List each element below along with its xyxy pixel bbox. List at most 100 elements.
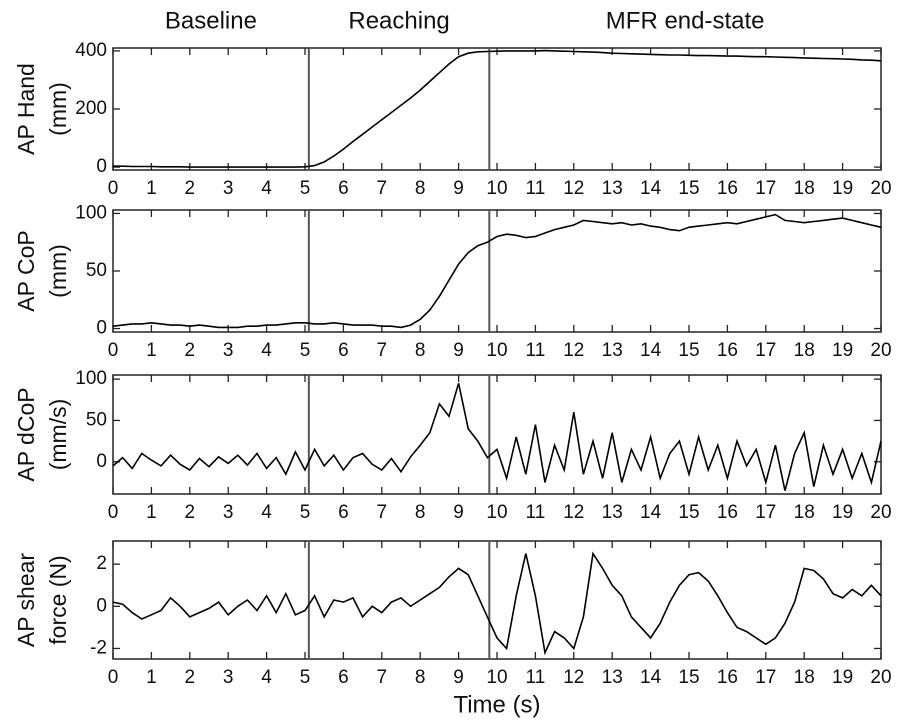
y-tick-label: 100 <box>75 368 107 389</box>
x-tick-label: 16 <box>717 667 738 688</box>
x-tick-label: 4 <box>261 502 272 523</box>
x-tick-label: 9 <box>453 502 464 523</box>
x-tick-label: 6 <box>338 667 349 688</box>
x-axis-label: Time (s) <box>453 691 540 718</box>
x-tick-label: 14 <box>640 667 662 688</box>
x-tick-label: 18 <box>794 502 815 523</box>
y-tick-label: 100 <box>75 202 107 223</box>
x-tick-label: 9 <box>453 340 464 361</box>
x-tick-label: 10 <box>486 340 507 361</box>
y-tick-label: 0 <box>96 318 107 339</box>
x-tick-label: 6 <box>338 340 349 361</box>
x-tick-label: 11 <box>526 340 546 361</box>
x-tick-label: 3 <box>223 178 234 199</box>
x-tick-label: 2 <box>185 502 196 523</box>
plot-frame <box>112 47 882 171</box>
x-tick-label: 7 <box>377 340 388 361</box>
x-tick-label: 1 <box>146 502 157 523</box>
x-tick-label: 10 <box>486 667 507 688</box>
x-tick-label: 5 <box>300 178 311 199</box>
x-tick-label: 1 <box>146 340 157 361</box>
x-tick-label: 14 <box>640 178 662 199</box>
x-tick-label: 5 <box>300 502 311 523</box>
x-tick-label: 12 <box>563 502 584 523</box>
x-tick-label: 3 <box>223 667 234 688</box>
x-tick-label: 0 <box>108 502 119 523</box>
x-tick-label: 10 <box>486 178 507 199</box>
y-axis-label: force (N) <box>45 555 71 644</box>
x-tick-label: 5 <box>300 667 311 688</box>
x-tick-label: 19 <box>832 502 853 523</box>
x-tick-label: 12 <box>563 178 584 199</box>
x-tick-label: 16 <box>717 340 738 361</box>
x-tick-label: 11 <box>526 502 546 523</box>
x-tick-label: 20 <box>870 502 891 523</box>
y-tick-label: 0 <box>96 595 107 616</box>
x-tick-label: 11 <box>526 667 546 688</box>
x-tick-label: 15 <box>678 502 699 523</box>
y-tick-label: 400 <box>75 40 107 61</box>
x-tick-label: 7 <box>377 667 388 688</box>
x-tick-label: 20 <box>870 340 891 361</box>
data-line <box>112 551 882 656</box>
y-axis-label: (mm/s) <box>45 399 71 471</box>
x-tick-label: 0 <box>108 667 119 688</box>
plot-frame <box>112 209 882 333</box>
x-tick-label: 18 <box>794 340 815 361</box>
x-tick-label: 19 <box>832 667 853 688</box>
y-axis-label: AP dCoP <box>13 387 39 481</box>
x-tick-label: 7 <box>377 502 388 523</box>
y-tick-label: 200 <box>75 98 107 119</box>
x-tick-label: 8 <box>415 502 426 523</box>
x-tick-label: 2 <box>185 340 196 361</box>
x-tick-label: 13 <box>602 502 623 523</box>
x-tick-label: 15 <box>678 178 699 199</box>
phase-label: Baseline <box>165 7 257 34</box>
y-axis-label: (mm) <box>45 82 71 136</box>
x-tick-label: 3 <box>223 340 234 361</box>
y-tick-label: 50 <box>86 260 107 281</box>
y-tick-label: 0 <box>96 156 107 177</box>
x-tick-label: 17 <box>755 667 776 688</box>
x-tick-label: 4 <box>261 667 272 688</box>
x-tick-label: 17 <box>755 178 776 199</box>
y-axis-label: AP shear <box>13 553 39 648</box>
x-tick-label: 4 <box>261 178 272 199</box>
x-tick-label: 16 <box>717 502 738 523</box>
x-tick-label: 20 <box>870 178 891 199</box>
x-tick-label: 13 <box>602 340 623 361</box>
x-tick-label: 8 <box>415 340 426 361</box>
y-axis-label: AP Hand <box>13 63 39 155</box>
x-tick-label: 12 <box>563 340 584 361</box>
x-tick-label: 20 <box>870 667 891 688</box>
x-tick-label: 0 <box>108 178 119 199</box>
x-tick-label: 3 <box>223 502 234 523</box>
x-tick-label: 9 <box>453 178 464 199</box>
x-tick-label: 4 <box>261 340 272 361</box>
x-tick-label: 0 <box>108 340 119 361</box>
x-tick-label: 12 <box>563 667 584 688</box>
data-line <box>112 383 882 491</box>
x-tick-label: 15 <box>678 340 699 361</box>
x-tick-label: 6 <box>338 502 349 523</box>
phase-label: MFR end-state <box>606 7 765 34</box>
x-tick-label: 13 <box>602 178 623 199</box>
x-tick-label: 8 <box>415 178 426 199</box>
x-tick-label: 8 <box>415 667 426 688</box>
x-tick-label: 11 <box>526 178 546 199</box>
x-tick-label: 2 <box>185 178 196 199</box>
x-tick-label: 6 <box>338 178 349 199</box>
x-tick-label: 16 <box>717 178 738 199</box>
x-tick-label: 10 <box>486 502 507 523</box>
x-tick-label: 1 <box>146 178 157 199</box>
data-line <box>112 213 882 329</box>
x-tick-label: 9 <box>453 667 464 688</box>
y-tick-label: 0 <box>96 451 107 472</box>
phase-label: Reaching <box>348 7 449 34</box>
x-tick-label: 17 <box>755 502 776 523</box>
plot-frame <box>112 374 882 495</box>
x-tick-label: 19 <box>832 178 853 199</box>
x-tick-label: 18 <box>794 667 815 688</box>
y-axis-label: AP CoP <box>13 230 39 311</box>
